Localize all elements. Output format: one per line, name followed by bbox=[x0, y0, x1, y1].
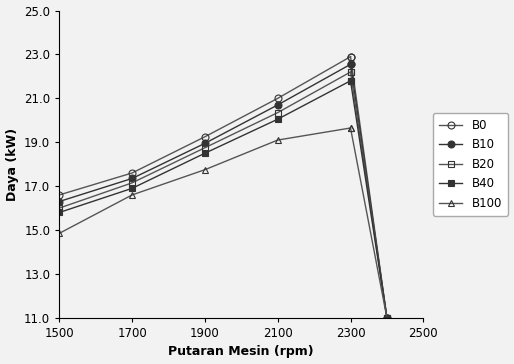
B20 bbox=[56, 206, 62, 210]
B0 bbox=[56, 193, 62, 197]
B10 bbox=[56, 199, 62, 204]
B100 bbox=[129, 193, 135, 197]
B40 bbox=[129, 186, 135, 190]
B100 bbox=[202, 167, 208, 172]
Line: B0: B0 bbox=[56, 53, 354, 198]
Y-axis label: Daya (kW): Daya (kW) bbox=[6, 128, 19, 201]
B10 bbox=[347, 62, 354, 67]
B20 bbox=[347, 70, 354, 74]
B0 bbox=[202, 135, 208, 139]
B10 bbox=[129, 176, 135, 181]
B0 bbox=[129, 171, 135, 175]
Line: B40: B40 bbox=[56, 77, 354, 216]
Legend: B0, B10, B20, B40, B100: B0, B10, B20, B40, B100 bbox=[433, 113, 508, 215]
B20 bbox=[274, 110, 281, 115]
B40 bbox=[56, 210, 62, 215]
B0 bbox=[347, 55, 354, 59]
B10 bbox=[202, 141, 208, 146]
B40 bbox=[274, 117, 281, 122]
B100 bbox=[347, 126, 354, 130]
Line: B10: B10 bbox=[56, 61, 354, 205]
B20 bbox=[202, 146, 208, 150]
B0 bbox=[274, 96, 281, 100]
B40 bbox=[347, 79, 354, 83]
Line: B20: B20 bbox=[56, 68, 354, 211]
B100 bbox=[56, 231, 62, 236]
B100 bbox=[274, 138, 281, 142]
B20 bbox=[129, 181, 135, 185]
B10 bbox=[274, 103, 281, 107]
Line: B100: B100 bbox=[56, 124, 354, 237]
B40 bbox=[202, 151, 208, 155]
X-axis label: Putaran Mesin (rpm): Putaran Mesin (rpm) bbox=[169, 345, 314, 359]
